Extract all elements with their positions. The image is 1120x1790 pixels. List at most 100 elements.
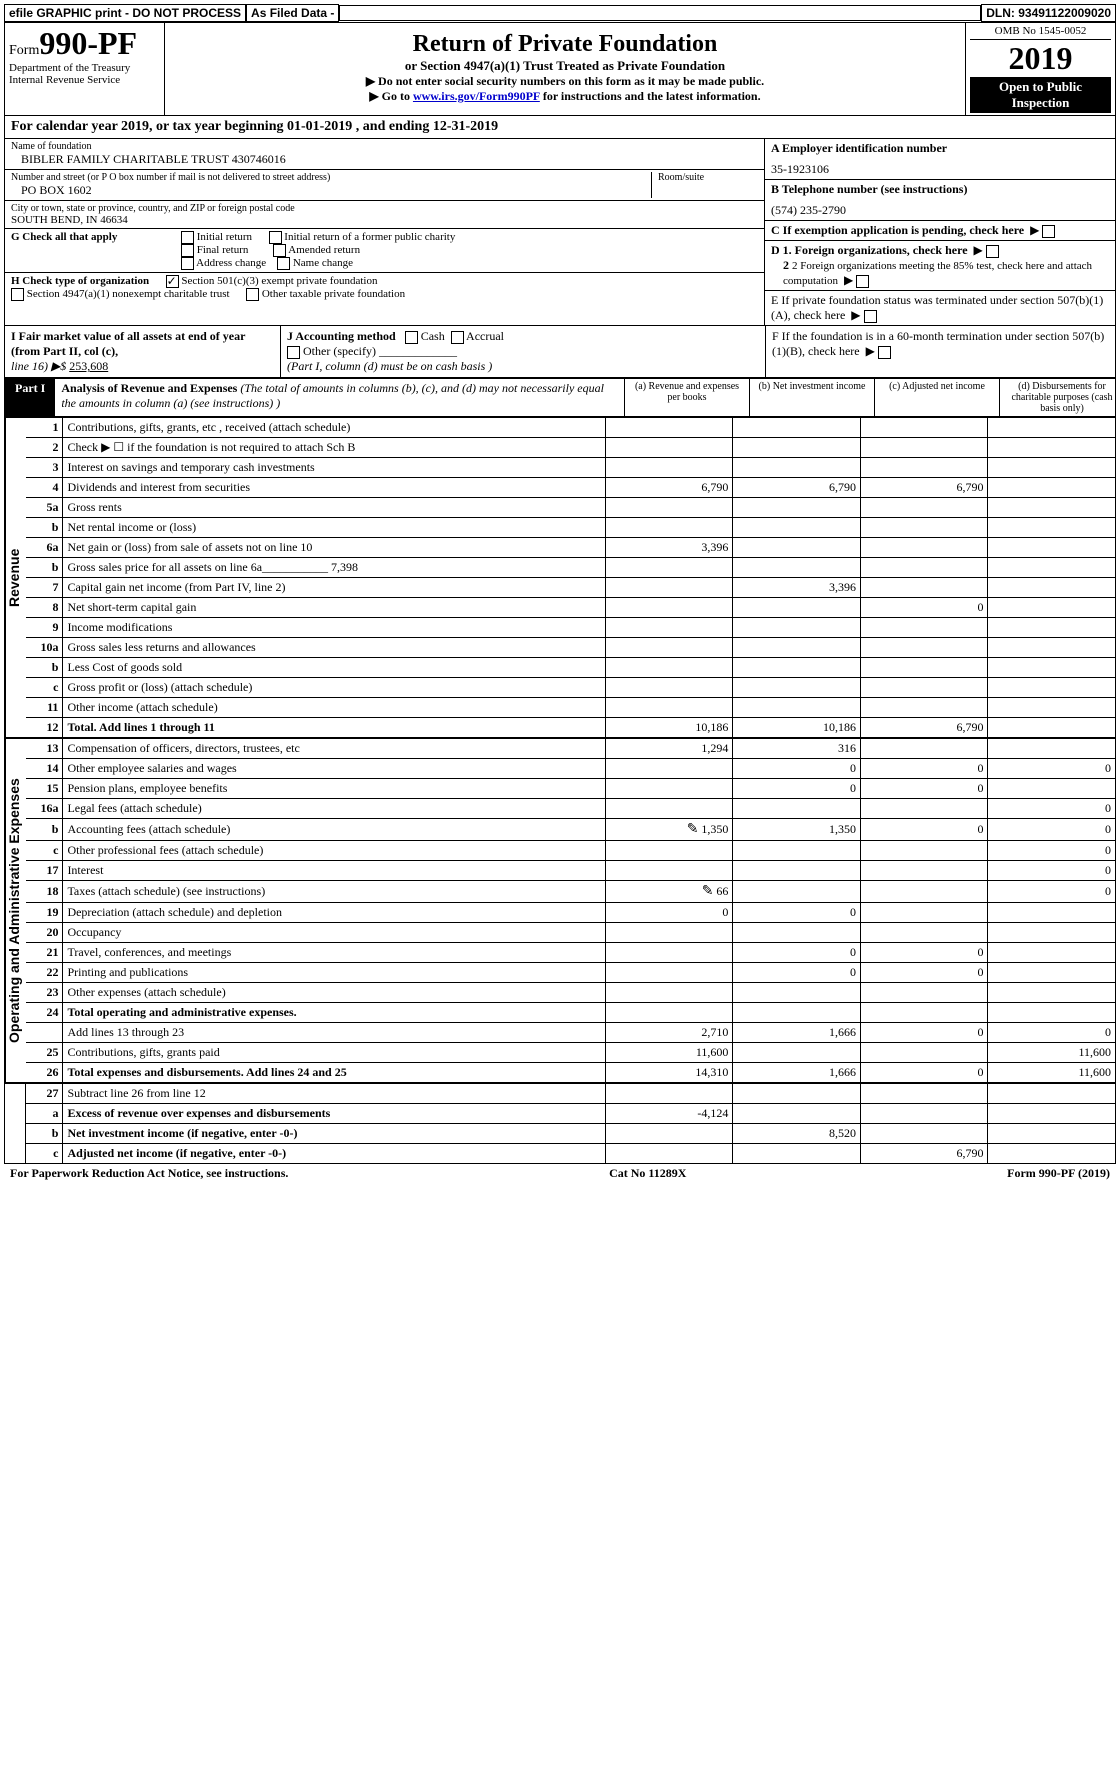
col-c-val <box>860 518 988 538</box>
row-num: 23 <box>26 983 63 1003</box>
row-num: 6a <box>26 538 63 558</box>
initial-return-checkbox[interactable] <box>181 231 194 244</box>
row-desc: Travel, conferences, and meetings <box>63 943 605 963</box>
col-a-val <box>605 1124 733 1144</box>
row-num: 22 <box>26 963 63 983</box>
row-desc: Other professional fees (attach schedule… <box>63 841 605 861</box>
col-a-val <box>605 841 733 861</box>
col-c-val <box>860 923 988 943</box>
name-change-checkbox[interactable] <box>277 257 290 270</box>
final-table: 27 Subtract line 26 from line 12 a Exces… <box>26 1084 1115 1163</box>
col-b-val <box>733 498 861 518</box>
footer-left: For Paperwork Reduction Act Notice, see … <box>10 1166 288 1181</box>
col-c-val: 6,790 <box>860 478 988 498</box>
501c3-checkbox[interactable] <box>166 275 179 288</box>
other-method-checkbox[interactable] <box>287 346 300 359</box>
col-d-val <box>988 943 1115 963</box>
section-e: E If private foundation status was termi… <box>765 290 1115 325</box>
col-a-val <box>605 799 733 819</box>
col-b-val: 0 <box>733 779 861 799</box>
row-num: 20 <box>26 923 63 943</box>
f-checkbox[interactable] <box>878 346 891 359</box>
ssn-warning: ▶ Do not enter social security numbers o… <box>171 74 959 89</box>
col-b-val <box>733 983 861 1003</box>
col-b-val <box>733 799 861 819</box>
col-b-val: 1,666 <box>733 1023 861 1043</box>
d2-checkbox[interactable] <box>856 275 869 288</box>
footer-catno: Cat No 11289X <box>609 1166 686 1181</box>
row-num: 10a <box>26 638 63 658</box>
row-desc: Gross sales less returns and allowances <box>63 638 605 658</box>
accrual-checkbox[interactable] <box>451 331 464 344</box>
attachment-icon[interactable] <box>687 822 699 836</box>
col-a-val: 14,310 <box>605 1063 733 1083</box>
d1-checkbox[interactable] <box>986 245 999 258</box>
j-accrual: Accrual <box>466 329 504 343</box>
row-desc: Net gain or (loss) from sale of assets n… <box>63 538 605 558</box>
cash-checkbox[interactable] <box>405 331 418 344</box>
col-d-val <box>988 458 1115 478</box>
col-d-val: 0 <box>988 841 1115 861</box>
row-num: b <box>26 558 63 578</box>
4947-checkbox[interactable] <box>11 288 24 301</box>
col-d-val: 11,600 <box>988 1063 1115 1083</box>
col-d-val: 11,600 <box>988 1043 1115 1063</box>
row-desc: Net investment income (if negative, ente… <box>63 1124 605 1144</box>
col-a-val <box>605 1003 733 1023</box>
col-a-val <box>605 943 733 963</box>
amended-return-checkbox[interactable] <box>273 244 286 257</box>
col-d-val <box>988 598 1115 618</box>
other-taxable-checkbox[interactable] <box>246 288 259 301</box>
col-c-val: 0 <box>860 943 988 963</box>
addr-change-checkbox[interactable] <box>181 257 194 270</box>
row-num: 25 <box>26 1043 63 1063</box>
col-b-val <box>733 438 861 458</box>
col-d-val <box>988 1003 1115 1023</box>
revenue-table: 1 Contributions, gifts, grants, etc , re… <box>26 418 1115 737</box>
topbar-spacer <box>339 5 981 21</box>
col-c-val: 6,790 <box>860 718 988 738</box>
row-num: 8 <box>26 598 63 618</box>
open-line2: Inspection <box>970 95 1111 111</box>
col-a-val <box>605 418 733 438</box>
col-a-val <box>605 518 733 538</box>
initial-former-checkbox[interactable] <box>269 231 282 244</box>
col-a-val <box>605 598 733 618</box>
col-c-val <box>860 558 988 578</box>
col-a-val <box>605 438 733 458</box>
part1-header: Part I Analysis of Revenue and Expenses … <box>5 379 624 416</box>
col-a-val: 66 <box>605 881 733 903</box>
col-a-val <box>605 861 733 881</box>
row-num: 15 <box>26 779 63 799</box>
col-c-val <box>860 841 988 861</box>
row-num: 17 <box>26 861 63 881</box>
goto-pre: ▶ Go to <box>369 89 413 103</box>
col-b-val <box>733 458 861 478</box>
col-a-val <box>605 923 733 943</box>
e-label: E If private foundation status was termi… <box>771 293 1103 322</box>
e-checkbox[interactable] <box>864 310 877 323</box>
col-b-val <box>733 618 861 638</box>
c-checkbox[interactable] <box>1042 225 1055 238</box>
col-b-val: 8,520 <box>733 1124 861 1144</box>
col-b-val <box>733 658 861 678</box>
col-b-val: 6,790 <box>733 478 861 498</box>
row-desc: Adjusted net income (if negative, enter … <box>63 1144 605 1164</box>
h-501c3: Section 501(c)(3) exempt private foundat… <box>181 275 377 287</box>
h-other: Other taxable private foundation <box>262 288 405 300</box>
g-final: Final return <box>197 244 249 256</box>
attachment-icon[interactable] <box>702 884 714 898</box>
col-c-val <box>860 881 988 903</box>
row-desc: Other expenses (attach schedule) <box>63 983 605 1003</box>
col-c-val <box>860 658 988 678</box>
row-num: b <box>26 819 63 841</box>
final-return-checkbox[interactable] <box>181 244 194 257</box>
final-section: 27 Subtract line 26 from line 12 a Exces… <box>5 1082 1115 1163</box>
col-a-val: 3,396 <box>605 538 733 558</box>
col-c-val <box>860 1043 988 1063</box>
row-desc: Gross sales price for all assets on line… <box>63 558 605 578</box>
col-d-val <box>988 678 1115 698</box>
col-d-val <box>988 963 1115 983</box>
section-d: D 1. Foreign organizations, check here ▶… <box>765 240 1115 290</box>
irs-link[interactable]: www.irs.gov/Form990PF <box>413 89 540 103</box>
